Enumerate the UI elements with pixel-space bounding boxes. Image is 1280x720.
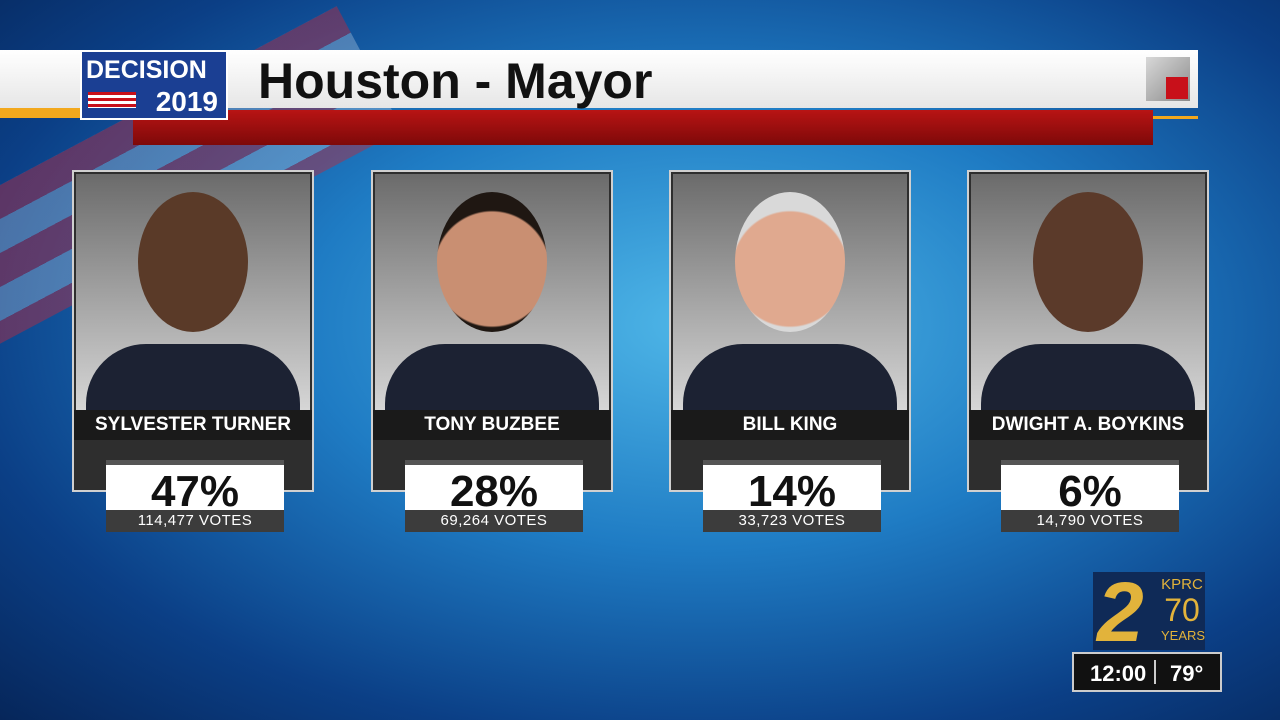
vote-percent: 14% — [703, 460, 881, 516]
logo-call: KPRC — [1161, 576, 1203, 593]
race-title: Houston - Mayor — [258, 53, 653, 109]
candidate-name: SYLVESTER TURNER — [74, 410, 312, 440]
corner-icon — [1146, 57, 1190, 101]
vote-percent: 47% — [106, 460, 284, 516]
separator — [1154, 660, 1156, 684]
photo-shoulders — [981, 344, 1195, 410]
time: 12:00 — [1090, 661, 1147, 686]
candidate-card: TONY BUZBEE 28% 69,264 VOTES — [371, 170, 613, 532]
vote-count: 14,790 VOTES — [1001, 510, 1179, 532]
accent-line — [1153, 116, 1198, 119]
red-bar — [133, 110, 1153, 145]
time-temp: 12:00 79° — [1072, 652, 1222, 692]
photo-shoulders — [683, 344, 897, 410]
corner-square — [1166, 77, 1188, 99]
candidate-card: SYLVESTER TURNER 47% 114,477 VOTES — [72, 170, 314, 532]
photo-shoulders — [86, 344, 300, 410]
photo-head — [1033, 192, 1143, 332]
photo-head — [735, 192, 845, 332]
vote-percent: 28% — [405, 460, 583, 516]
candidate-photo — [971, 174, 1205, 410]
candidate-photo — [76, 174, 310, 410]
badge-year: 2019 — [155, 86, 218, 117]
logo-years: YEARS — [1161, 628, 1206, 643]
photo-head — [437, 192, 547, 332]
candidate-card: DWIGHT A. BOYKINS 6% 14,790 VOTES — [967, 170, 1209, 532]
decision-badge: DECISION 2019 — [80, 50, 228, 120]
vote-count: 114,477 VOTES — [106, 510, 284, 532]
vote-count: 33,723 VOTES — [703, 510, 881, 532]
logo-number: 2 — [1097, 565, 1144, 659]
badge-stripes — [88, 92, 136, 108]
station-logo: 2 KPRC 70 YEARS — [1093, 565, 1206, 659]
candidate-photo — [673, 174, 907, 410]
candidate-name: DWIGHT A. BOYKINS — [969, 410, 1207, 440]
candidate-card: BILL KING 14% 33,723 VOTES — [669, 170, 911, 532]
candidate-name: TONY BUZBEE — [373, 410, 611, 440]
vote-percent: 6% — [1001, 460, 1179, 516]
badge-word: DECISION — [86, 56, 207, 84]
photo-shoulders — [385, 344, 599, 410]
vote-count: 69,264 VOTES — [405, 510, 583, 532]
candidate-name: BILL KING — [671, 410, 909, 440]
logo-anniversary: 70 — [1164, 592, 1200, 628]
candidate-photo — [375, 174, 609, 410]
temperature: 79° — [1170, 661, 1204, 686]
photo-head — [138, 192, 248, 332]
